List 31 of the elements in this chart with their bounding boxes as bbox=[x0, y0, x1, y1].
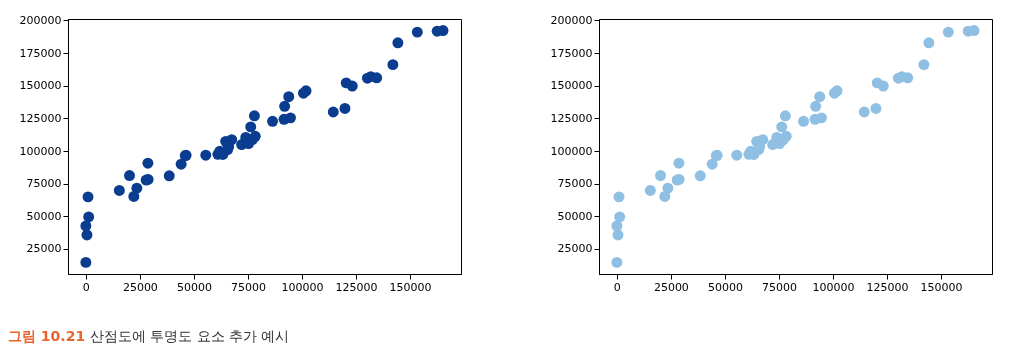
x-tick-label: 75000 bbox=[230, 280, 266, 294]
y-tick-label: 100000 bbox=[550, 144, 593, 158]
y-tick-label: 175000 bbox=[19, 46, 62, 60]
caption: 그림 10.21 산점도에 투명도 요소 추가 예시 bbox=[8, 328, 290, 346]
x-tick-label: 0 bbox=[613, 280, 621, 294]
y-tick-label: 50000 bbox=[26, 209, 62, 223]
y-tick-label: 50000 bbox=[557, 209, 593, 223]
x-tick-label: 125000 bbox=[335, 280, 378, 294]
x-tick-label: 75000 bbox=[761, 280, 797, 294]
x-tick-label: 50000 bbox=[707, 280, 743, 294]
x-tick-label: 100000 bbox=[281, 280, 324, 294]
y-tick-label: 25000 bbox=[557, 242, 593, 256]
x-tick-label: 150000 bbox=[920, 280, 963, 294]
y-tick-label: 150000 bbox=[550, 79, 593, 93]
x-tick-label: 125000 bbox=[866, 280, 909, 294]
y-tick-label: 125000 bbox=[19, 111, 62, 125]
x-tick-label: 25000 bbox=[653, 280, 689, 294]
x-tick-label: 0 bbox=[82, 280, 90, 294]
y-tick-label: 25000 bbox=[26, 242, 62, 256]
x-tick-label: 50000 bbox=[176, 280, 212, 294]
y-tick-label: 100000 bbox=[19, 144, 62, 158]
y-tick-label: 75000 bbox=[557, 177, 593, 191]
y-tick-label: 200000 bbox=[550, 13, 593, 27]
y-tick-label: 75000 bbox=[26, 177, 62, 191]
y-tick-label: 125000 bbox=[550, 111, 593, 125]
x-tick-label: 25000 bbox=[122, 280, 158, 294]
x-tick-label: 150000 bbox=[389, 280, 432, 294]
y-tick-label: 200000 bbox=[19, 13, 62, 27]
y-tick-label: 175000 bbox=[550, 46, 593, 60]
x-tick-label: 100000 bbox=[812, 280, 855, 294]
y-tick-label: 150000 bbox=[19, 79, 62, 93]
